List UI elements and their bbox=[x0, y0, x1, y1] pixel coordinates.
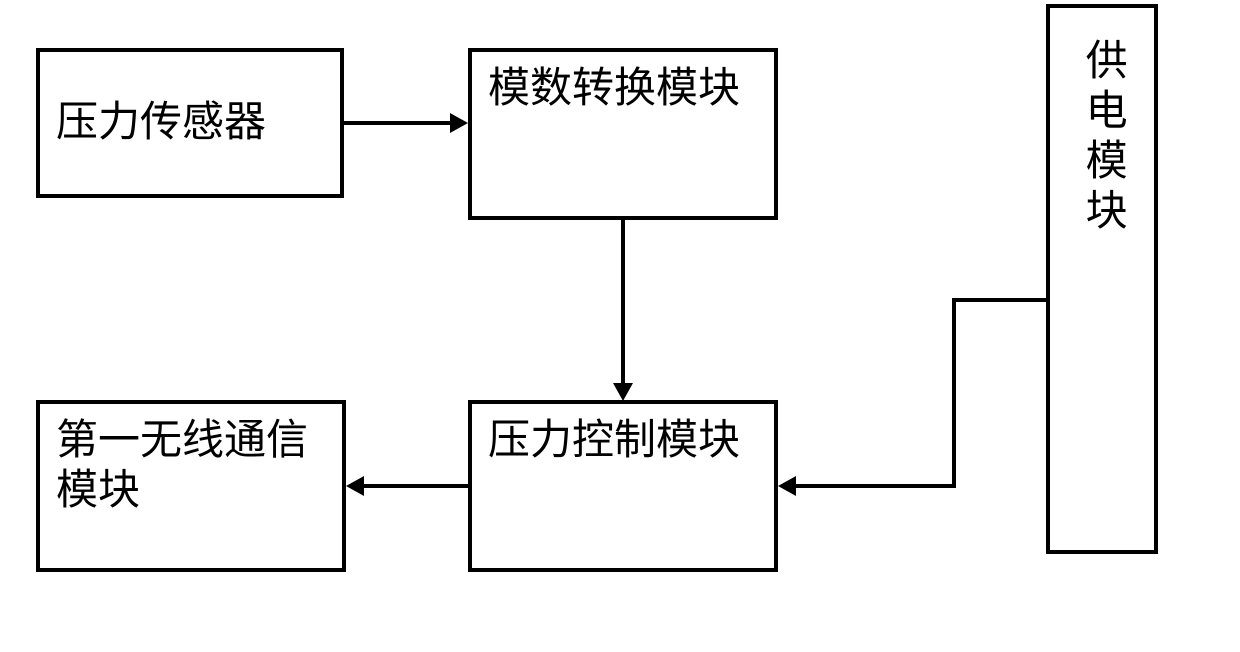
node-label: 第一无线通信模块 bbox=[56, 416, 326, 517]
arrow-head-icon bbox=[346, 476, 364, 496]
edge-power-to-control-v bbox=[952, 298, 956, 488]
edge-power-to-control-h2 bbox=[794, 484, 956, 488]
node-power-module: 供电模块 bbox=[1046, 4, 1158, 554]
edge-power-to-control-h1 bbox=[952, 298, 1046, 302]
arrow-head-icon bbox=[450, 113, 468, 133]
arrow-head-icon bbox=[778, 476, 796, 496]
node-label: 压力传感器 bbox=[56, 98, 266, 148]
node-label: 供电模块 bbox=[1079, 38, 1125, 238]
node-label: 模数转换模块 bbox=[488, 64, 740, 114]
arrow-head-icon bbox=[613, 383, 633, 401]
node-wireless-module: 第一无线通信模块 bbox=[36, 400, 346, 572]
edge-adc-to-control bbox=[621, 220, 625, 385]
node-pressure-control: 压力控制模块 bbox=[468, 400, 778, 572]
node-pressure-sensor: 压力传感器 bbox=[36, 48, 344, 198]
edge-sensor-to-adc bbox=[344, 121, 452, 125]
node-label: 压力控制模块 bbox=[488, 416, 740, 466]
node-adc-module: 模数转换模块 bbox=[468, 48, 778, 220]
edge-control-to-wireless bbox=[362, 484, 468, 488]
